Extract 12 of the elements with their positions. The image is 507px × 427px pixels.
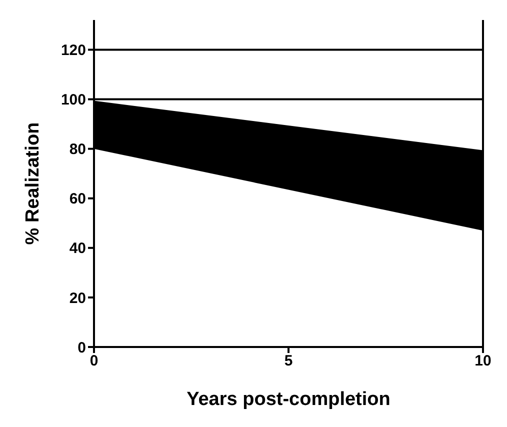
x-tick-label: 5	[284, 352, 293, 370]
y-tick-label: 120	[60, 42, 86, 60]
y-tick-label: 20	[69, 290, 86, 307]
y-axis-title: % Realization	[22, 122, 44, 245]
y-tick-label: 100	[60, 92, 86, 109]
x-axis-title: Years post-completion	[186, 389, 390, 410]
y-tick-label: 80	[69, 141, 86, 158]
x-tick-label: 10	[474, 352, 492, 370]
y-tick-label: 60	[69, 190, 86, 208]
x-tick-label: 0	[90, 352, 98, 370]
y-tick-label: 0	[78, 339, 86, 356]
y-tick-label: 40	[69, 240, 86, 258]
